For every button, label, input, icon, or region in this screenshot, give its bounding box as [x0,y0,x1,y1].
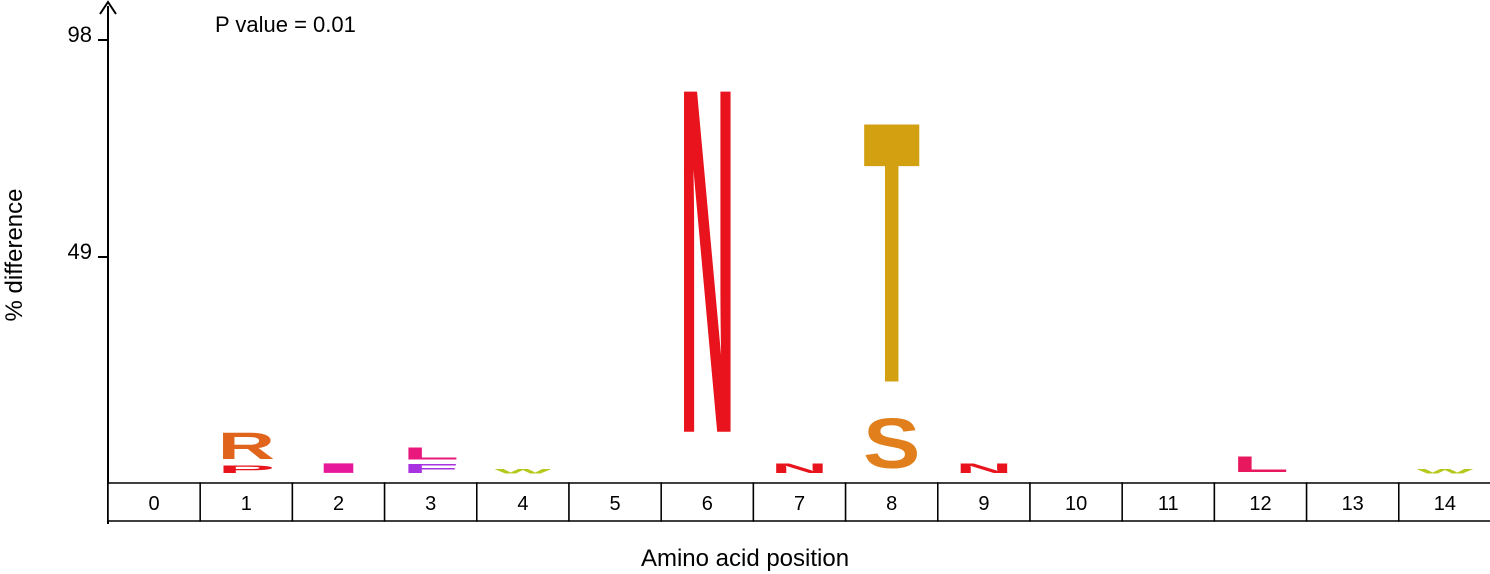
logo-letter: N [771,461,828,476]
position-box [383,482,478,522]
position-box [752,482,847,522]
position-box [1398,482,1490,522]
position-boxes: 0 1 2 3 4 5 6 7 8 9 10 11 12 13 14 [107,482,1490,522]
position-box [291,482,386,522]
p-value-annotation: P value = 0.01 [215,12,356,37]
position-label: 3 [425,493,436,515]
logo-letter: N [679,0,736,538]
position-label: 4 [517,493,528,515]
logo-letters: PRI FLW N N STN L W [218,0,1474,538]
position-label: 13 [1342,493,1364,515]
position-label: 5 [610,493,621,515]
axis-layer [99,0,117,524]
logo-letter: T [863,44,920,461]
logo-letter: R [218,425,275,468]
logo-letter: P [218,463,275,475]
logo-letter: I [310,460,367,475]
position-label: 10 [1065,493,1087,515]
position-box [1029,482,1123,522]
y-tick-label: 49 [68,239,92,264]
position-box [1121,482,1216,522]
position-label: 11 [1158,493,1179,515]
logo-letter: F [402,462,459,476]
position-label: 7 [794,493,805,515]
logo-letter: L [1232,452,1289,477]
position-label: 8 [886,493,897,515]
position-label: 12 [1249,493,1271,515]
x-axis-title: Amino acid position [641,545,849,572]
position-box [1305,482,1400,522]
position-label: 0 [149,493,160,515]
position-box [476,482,570,522]
logo-letter: W [494,468,552,475]
position-box [107,482,201,522]
y-tick-label: 98 [68,22,92,47]
position-label: 2 [333,493,344,515]
logo-letter: L [402,444,459,464]
position-box [937,482,1031,522]
y-ticks: 49 98 [68,22,108,264]
y-axis-title: % difference [1,189,28,322]
position-label: 1 [241,493,252,515]
position-box [568,482,662,522]
y-axis-arrow [99,0,117,15]
position-label: 6 [702,493,713,515]
logo-letter: W [1416,468,1474,475]
position-box [660,482,755,522]
logo-letter: S [863,404,920,484]
position-label: 14 [1434,493,1456,515]
logo-letter: N [955,461,1012,476]
position-label: 9 [978,493,989,515]
